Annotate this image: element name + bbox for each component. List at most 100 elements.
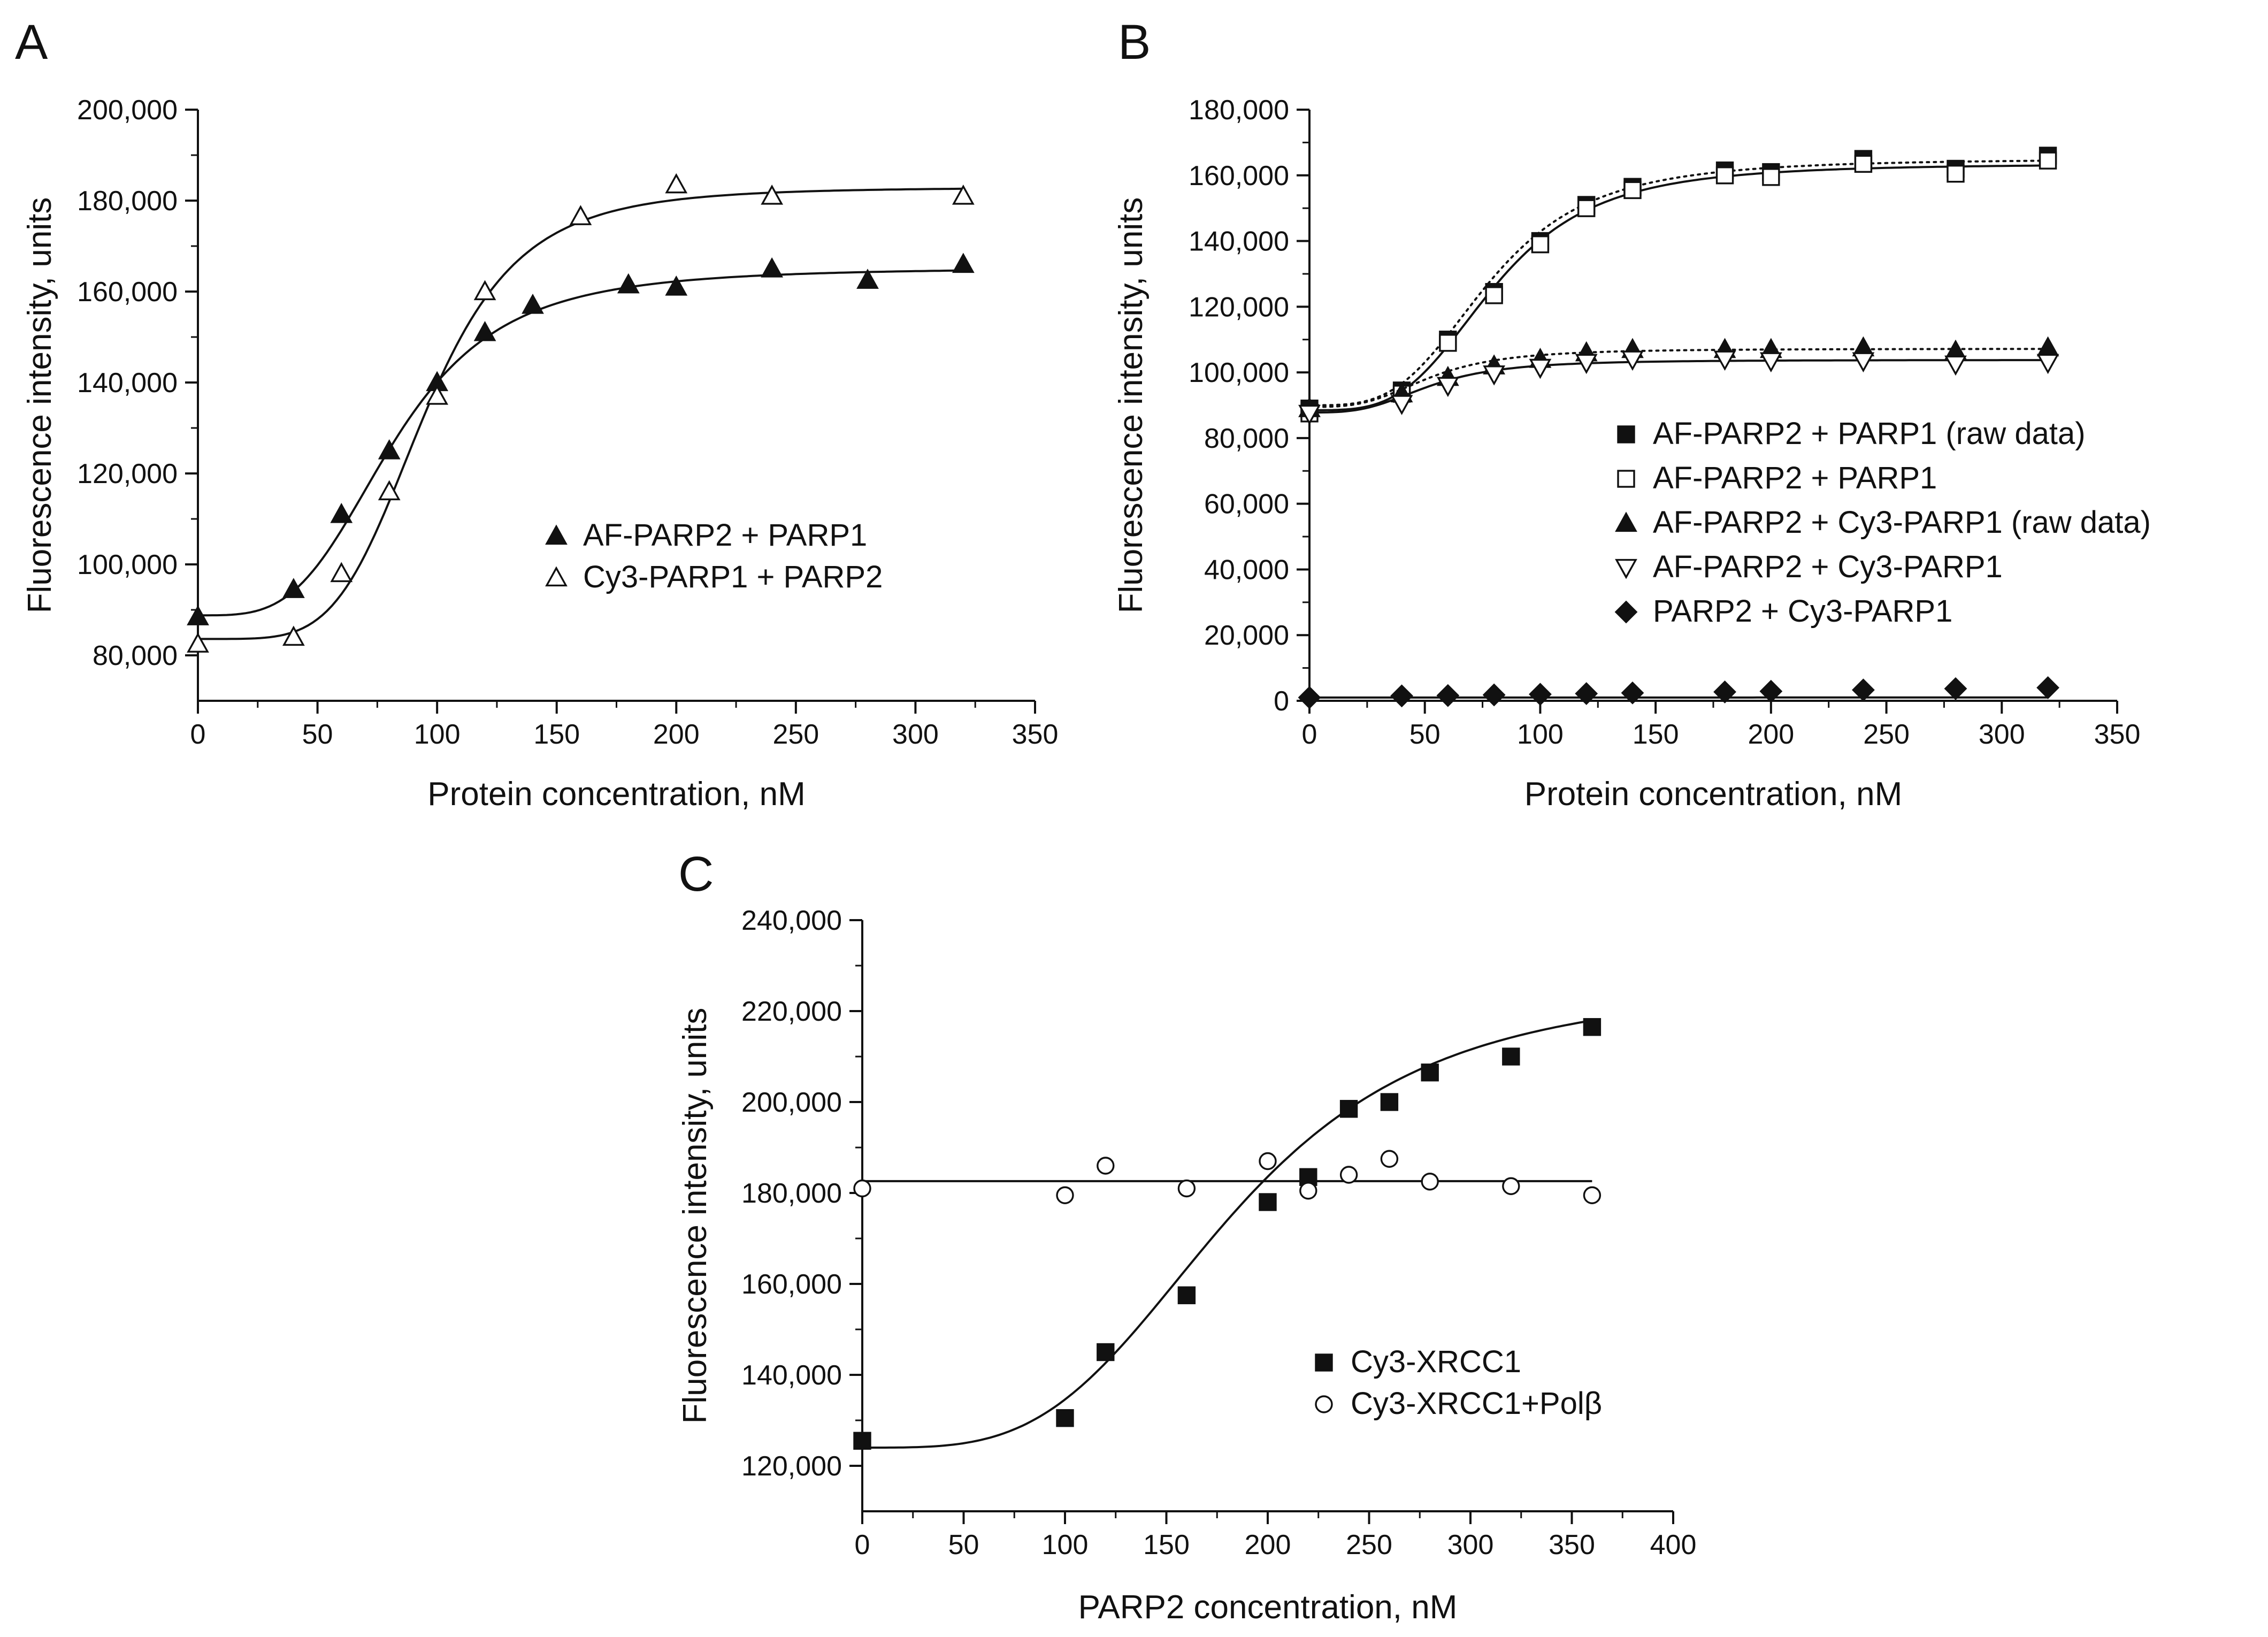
y-tick-label: 180,000 [77, 186, 178, 217]
y-tick-label: 140,000 [1189, 226, 1289, 257]
data-point [1298, 686, 1321, 709]
x-tick-label: 250 [1863, 719, 1910, 750]
data-point [1529, 358, 1552, 379]
y-tick-label: 20,000 [1204, 620, 1289, 651]
data-point [569, 205, 592, 225]
x-tick-label: 50 [948, 1529, 979, 1560]
data-point [378, 480, 401, 501]
data-point [1259, 1152, 1277, 1171]
y-axis-title: Fluorescence intensity, units [21, 197, 58, 614]
data-point [665, 173, 688, 194]
legend: AF-PARP2 + PARP1 (raw data) AF-PARP2 + PA… [1614, 416, 2151, 629]
fit-curve [198, 269, 963, 617]
y-tick-label: 160,000 [741, 1269, 842, 1300]
data-point [330, 562, 353, 583]
data-point [1485, 286, 1503, 304]
legend-marker [1615, 511, 1637, 532]
y-tick-label: 100,000 [77, 549, 178, 580]
data-point [1177, 1179, 1196, 1198]
legend-label: AF-PARP2 + PARP1 [1653, 461, 1937, 495]
data-point [1483, 365, 1506, 386]
y-tick-label: 120,000 [741, 1451, 842, 1482]
legend-marker [545, 566, 568, 587]
legend: AF-PARP2 + PARP1 Cy3-PARP1 + PARP2 [545, 518, 883, 594]
data-point [1298, 404, 1321, 425]
x-axis-title: Protein concentration, nM [1524, 776, 1903, 813]
x-tick-label: 300 [1447, 1529, 1494, 1560]
legend-label: Cy3-XRCC1+Polβ [1351, 1386, 1602, 1421]
legend-marker [1315, 1395, 1333, 1413]
data-point [665, 275, 688, 296]
x-axis-title: Protein concentration, nM [427, 776, 806, 813]
y-tick-label: 120,000 [77, 458, 178, 489]
data-point [1097, 1157, 1115, 1175]
y-tick-label: 120,000 [1189, 292, 1289, 323]
data-point [1854, 155, 1873, 173]
data-point [2039, 151, 2057, 170]
fit-curve [1309, 359, 2048, 414]
y-tick-label: 140,000 [741, 1360, 842, 1391]
data-point [1421, 1064, 1439, 1082]
x-tick-label: 400 [1650, 1529, 1697, 1560]
y-tick-label: 200,000 [77, 95, 178, 126]
x-tick-label: 200 [1245, 1529, 1291, 1560]
data-point [1583, 1186, 1602, 1204]
data-point [1575, 682, 1598, 705]
legend-label: Cy3-PARP1 + PARP2 [583, 560, 883, 594]
data-point [1623, 181, 1642, 200]
legend-marker [545, 524, 568, 545]
data-point [1380, 1093, 1399, 1111]
data-point [1259, 1193, 1277, 1211]
data-point [1583, 1018, 1602, 1036]
x-tick-label: 100 [1042, 1529, 1089, 1560]
data-point [853, 1432, 871, 1450]
data-point [952, 184, 975, 205]
data-point [1852, 352, 1875, 373]
data-point [1529, 683, 1552, 706]
data-point [1577, 199, 1596, 217]
x-tick-label: 150 [533, 719, 580, 750]
y-tick-label: 0 [1274, 686, 1289, 717]
data-point [1439, 334, 1457, 352]
data-point [1436, 377, 1459, 397]
data-point [2036, 336, 2059, 357]
x-tick-label: 150 [1633, 719, 1679, 750]
x-tick-label: 0 [855, 1529, 870, 1560]
data-point [187, 632, 209, 653]
legend-label: AF-PARP2 + PARP1 (raw data) [1653, 416, 2086, 451]
legend-marker [1617, 425, 1635, 443]
legend-label: AF-PARP2 + PARP1 [583, 518, 867, 553]
fit-curve [1309, 164, 2048, 411]
data-point [617, 273, 640, 294]
data-point [1339, 1166, 1358, 1184]
x-tick-label: 350 [1012, 719, 1059, 750]
y-tick-label: 80,000 [1204, 423, 1289, 454]
x-tick-label: 0 [190, 719, 206, 750]
panel-letter: A [15, 15, 48, 70]
data-point [1575, 354, 1598, 374]
y-tick-label: 180,000 [741, 1178, 842, 1209]
data-point [473, 280, 496, 301]
fit-curve [1308, 348, 2049, 408]
y-tick-label: 60,000 [1204, 489, 1289, 520]
y-tick-label: 160,000 [77, 277, 178, 308]
data-point [1502, 1047, 1520, 1066]
x-tick-label: 200 [1748, 719, 1794, 750]
data-point [1436, 684, 1460, 707]
data-point [1097, 1343, 1115, 1361]
data-point [1762, 168, 1780, 186]
y-axis-title: Fluorescence intensity, units [677, 1008, 714, 1424]
fit-curve [1308, 159, 2049, 407]
data-point [1482, 683, 1506, 707]
x-tick-label: 50 [302, 719, 333, 750]
data-point [1390, 684, 1413, 708]
data-point [1421, 1173, 1439, 1191]
y-axis-title: Fluorescence intensity, units [1113, 197, 1150, 614]
x-tick-label: 300 [892, 719, 939, 750]
data-point [1621, 681, 1644, 705]
x-tick-label: 350 [2094, 719, 2141, 750]
data-point [2036, 354, 2059, 374]
y-tick-label: 140,000 [77, 368, 178, 399]
legend-label: PARP2 + Cy3-PARP1 [1653, 594, 1952, 629]
data-point [853, 1179, 871, 1198]
